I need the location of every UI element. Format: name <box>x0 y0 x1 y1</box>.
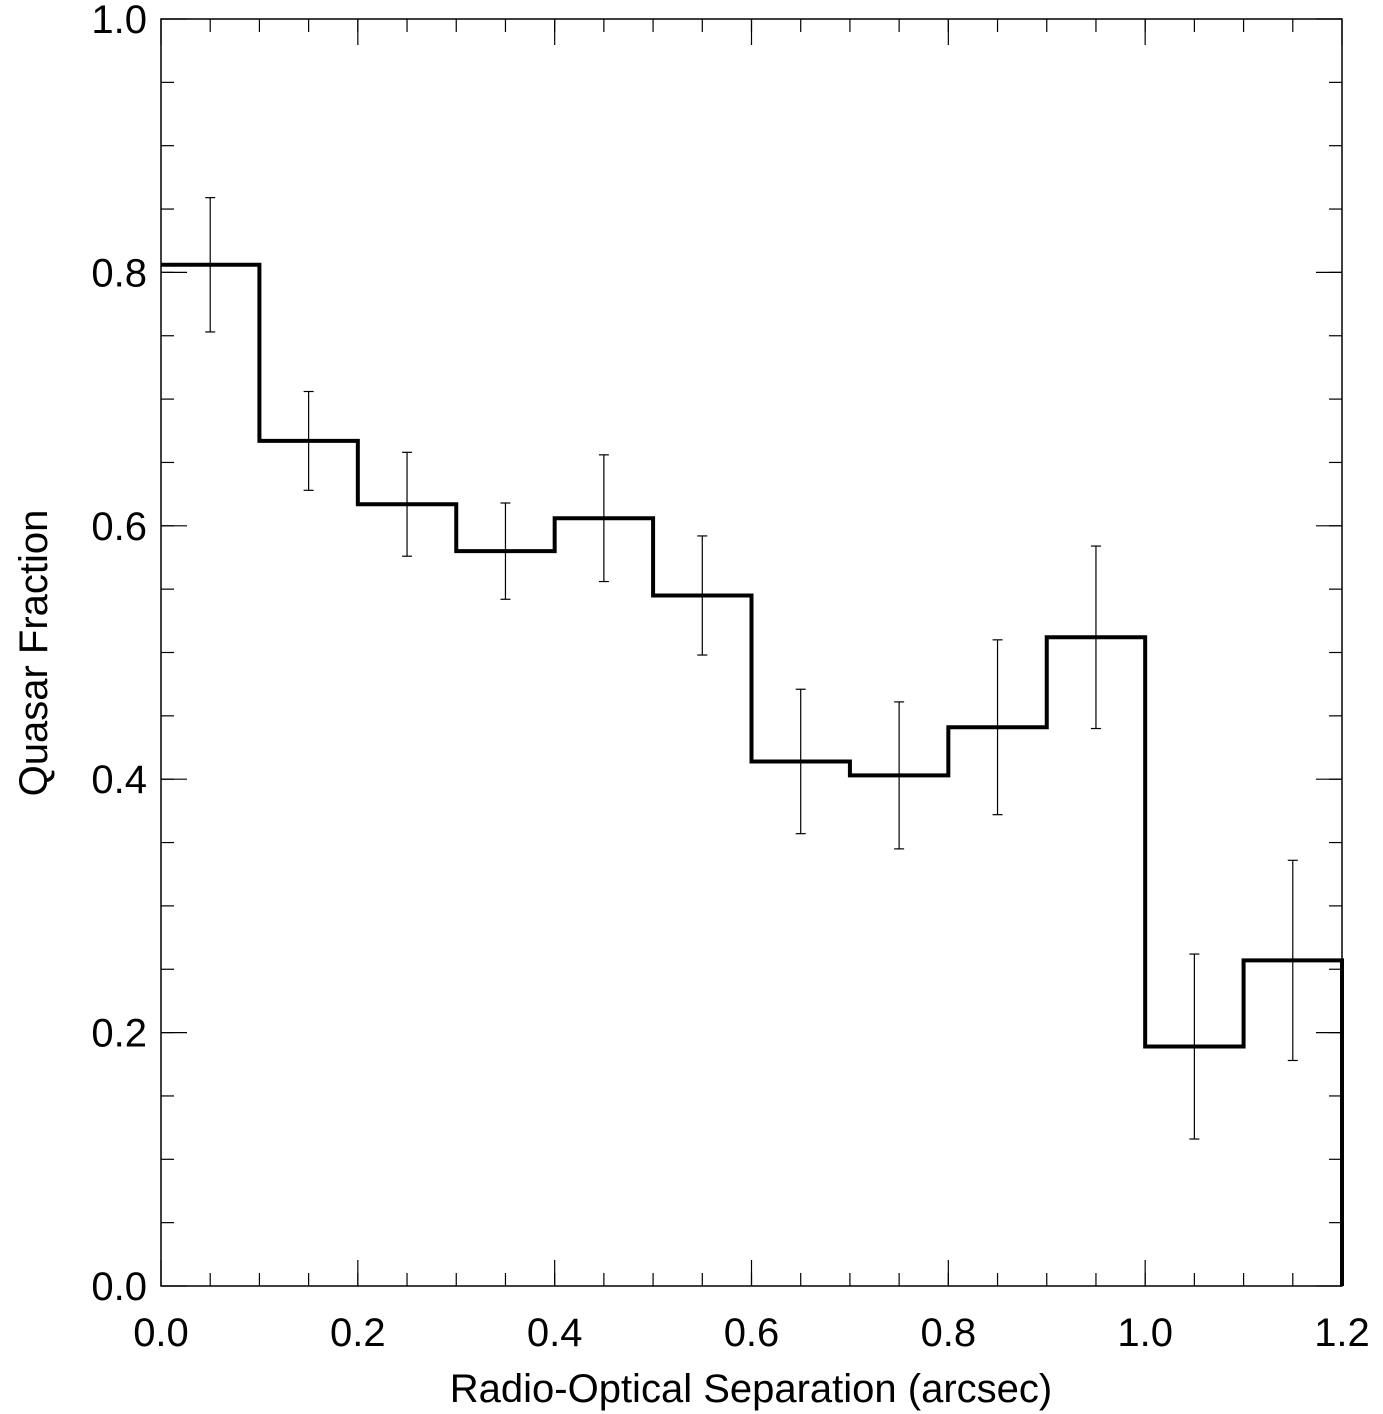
x-tick-label: 1.2 <box>1314 1311 1370 1355</box>
x-axis-title: Radio-Optical Separation (arcsec) <box>450 1367 1052 1411</box>
y-tick-label: 1.0 <box>91 0 147 42</box>
y-tick-label: 0.0 <box>91 1265 147 1309</box>
histogram-step-line <box>161 262 1344 1286</box>
y-axis-title: Quasar Fraction <box>12 510 56 797</box>
y-tick-label: 0.4 <box>91 758 147 802</box>
y-tick-label: 0.6 <box>91 505 147 549</box>
x-tick-label: 0.4 <box>527 1311 583 1355</box>
x-tick-label: 1.0 <box>1117 1311 1173 1355</box>
x-tick-label: 0.2 <box>330 1311 386 1355</box>
y-tick-label: 0.2 <box>91 1012 147 1056</box>
x-tick-label: 0.6 <box>724 1311 780 1355</box>
minor-ticks <box>161 19 1342 1286</box>
x-tick-label: 0.8 <box>921 1311 977 1355</box>
x-tick-labels: 0.0 0.2 0.4 0.6 0.8 1.0 1.2 <box>133 1311 1370 1355</box>
y-tick-labels: 0.0 0.2 0.4 0.6 0.8 1.0 <box>91 0 147 1309</box>
y-tick-label: 0.8 <box>91 251 147 295</box>
x-tick-label: 0.0 <box>133 1311 189 1355</box>
